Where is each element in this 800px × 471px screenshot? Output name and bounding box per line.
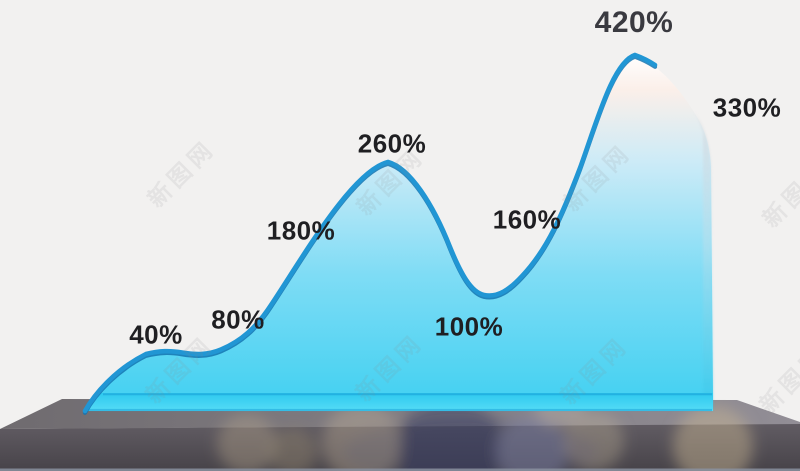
area-front-band	[85, 393, 713, 411]
bokeh-blob	[217, 414, 277, 471]
bokeh-blob	[673, 406, 753, 471]
area-fill	[85, 55, 713, 411]
bokeh-blob	[269, 428, 317, 471]
curve-stroke	[82, 52, 658, 414]
bokeh-blob	[564, 411, 624, 471]
bokeh-blob	[398, 399, 502, 471]
bokeh-blob	[322, 403, 402, 471]
area-right-bevel	[694, 111, 713, 410]
curve	[82, 52, 658, 415]
platform-bottom-edge	[0, 468, 800, 471]
area-shape	[82, 52, 713, 415]
